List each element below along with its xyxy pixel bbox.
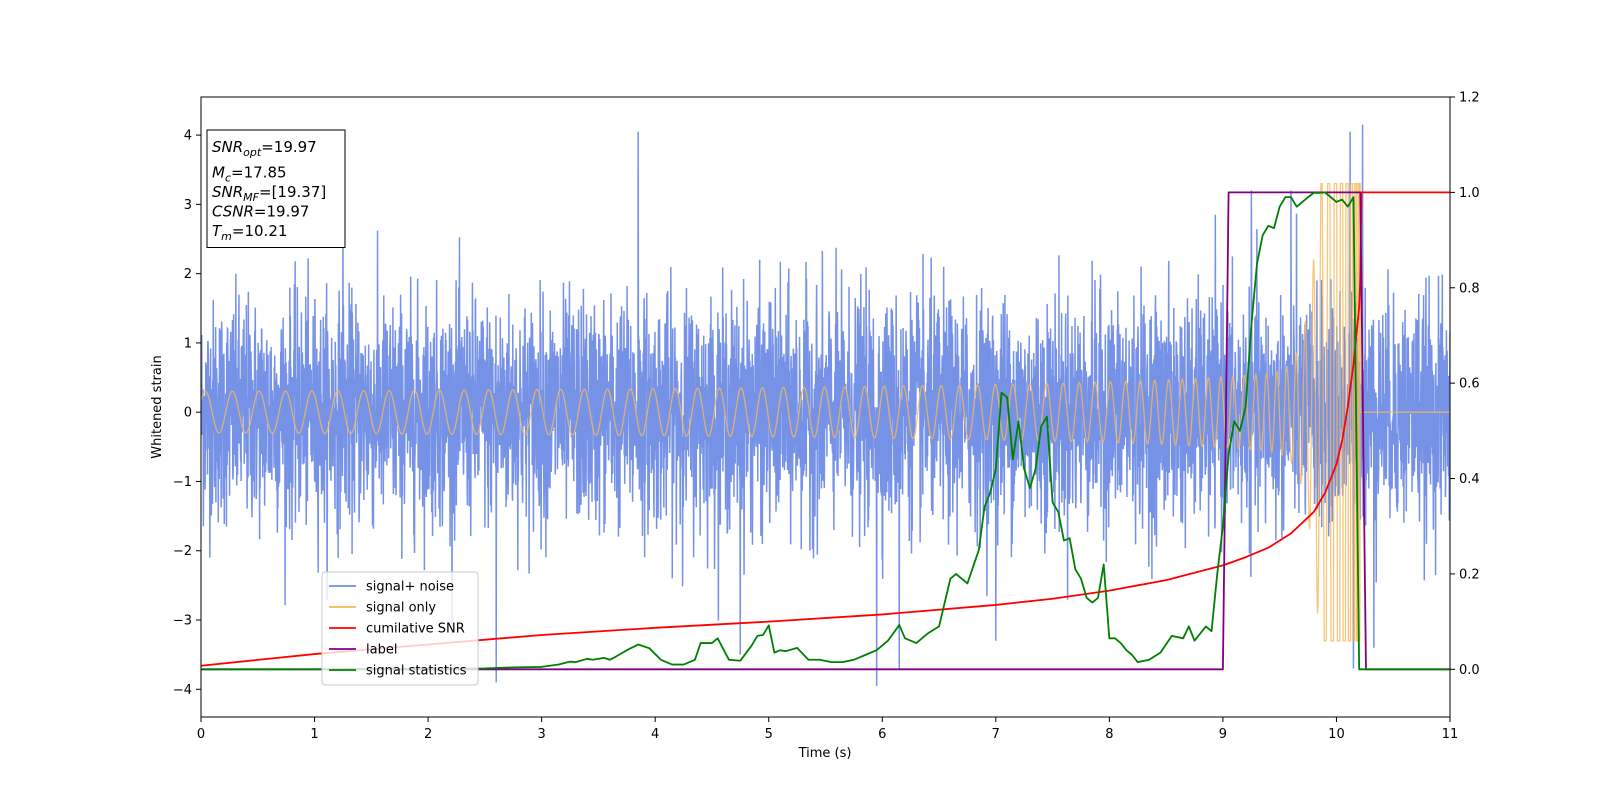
legend-label: cumilative SNR (366, 622, 465, 637)
legend-label: label (366, 643, 397, 658)
y-axis-left: 4 3 2 1 0 −1 −2 −3 −4 (173, 129, 201, 698)
series-signal-only (201, 182, 1450, 642)
legend-label: signal only (366, 601, 436, 616)
annotation-symbol: T (212, 222, 223, 240)
x-tick-label: 2 (424, 727, 432, 742)
y-right-tick-label: 0.6 (1459, 377, 1480, 392)
legend-label: signal statistics (366, 664, 467, 679)
y-left-tick-label: −2 (173, 544, 192, 559)
y-axis-right: 1.2 1.0 0.8 0.6 0.4 0.2 0.0 (1450, 91, 1480, 678)
x-tick-label: 6 (878, 727, 886, 742)
annotation-subscript: MF (243, 191, 259, 204)
annotation-line: Mc=17.85 (212, 164, 287, 185)
y-right-tick-label: 0.8 (1459, 281, 1480, 296)
annotation-line: CSNR=19.97 (212, 203, 309, 221)
annotation-subscript: c (225, 172, 231, 185)
y-left-tick-label: 3 (184, 198, 192, 213)
x-tick-label: 0 (197, 727, 205, 742)
annotation-subscript: opt (243, 146, 262, 159)
y-left-tick-label: −3 (173, 614, 192, 629)
annotation-box: SNRopt=19.97Mc=17.85SNRMF=[19.37]CSNR=19… (206, 129, 346, 248)
series-cumilative-snr (201, 191, 1450, 667)
x-axis-label: Time (s) (798, 746, 852, 761)
annotation-symbol: SNR (212, 138, 243, 156)
annotation-value: =10.21 (232, 222, 288, 240)
annotation-value: =19.97 (261, 138, 317, 156)
y-right-tick-label: 0.0 (1459, 663, 1480, 678)
x-tick-label: 5 (765, 727, 773, 742)
x-tick-label: 1 (310, 727, 318, 742)
x-tick-label: 4 (651, 727, 659, 742)
y-left-tick-label: −4 (173, 683, 192, 698)
plot-frame (200, 96, 1451, 718)
annotation-line: Tm=10.21 (212, 222, 287, 243)
series-layer (201, 124, 1450, 686)
annotation-value: =[19.37] (259, 183, 326, 201)
y-axis-label: Whitened strain (150, 355, 165, 458)
y-left-tick-label: 1 (184, 336, 192, 351)
annotation-subscript: m (221, 230, 232, 243)
x-tick-label: 7 (992, 727, 1000, 742)
annotation-symbol: CSNR (212, 203, 254, 221)
legend-frame (321, 571, 479, 686)
annotation-frame (206, 129, 346, 248)
y-right-tick-label: 1.0 (1459, 186, 1480, 201)
series-signal-statistics (201, 191, 1450, 671)
y-right-tick-label: 1.2 (1459, 91, 1480, 106)
y-left-tick-label: 2 (184, 267, 192, 282)
legend: signal+ noise signal only cumilative SNR la… (321, 571, 479, 686)
legend-label: signal+ noise (366, 580, 454, 595)
x-tick-label: 8 (1105, 727, 1113, 742)
annotation-value: =17.85 (231, 164, 287, 182)
y-right-tick-label: 0.4 (1459, 472, 1480, 487)
annotation-symbol: M (212, 164, 225, 182)
annotation-symbol: SNR (212, 183, 243, 201)
x-tick-label: 11 (1442, 727, 1459, 742)
annotation-value: =19.97 (254, 203, 310, 221)
x-tick-label: 3 (537, 727, 545, 742)
annotation-line: SNRMF=[19.37] (212, 183, 326, 204)
y-right-tick-label: 0.2 (1459, 567, 1480, 582)
x-tick-label: 9 (1219, 727, 1227, 742)
x-tick-label: 10 (1328, 727, 1345, 742)
y-left-tick-label: 4 (184, 129, 192, 144)
y-left-tick-label: 0 (184, 406, 192, 421)
x-axis: 0 1 2 3 4 5 6 7 8 9 10 11 (197, 717, 1458, 742)
y-left-tick-label: −1 (173, 475, 192, 490)
annotation-line: SNRopt=19.97 (212, 138, 317, 159)
